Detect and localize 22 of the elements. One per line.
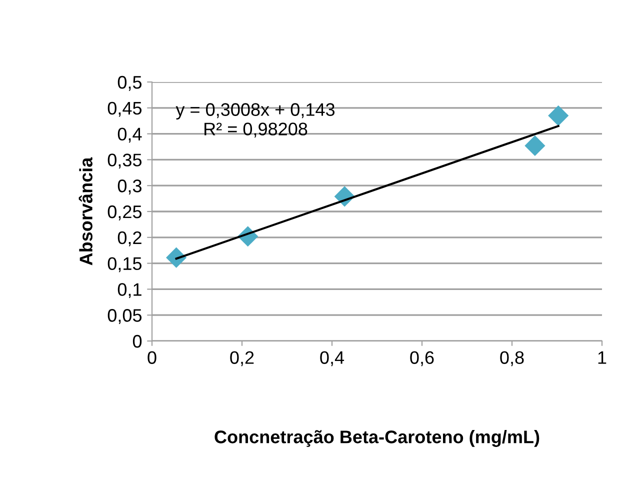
y-axis-title: Absorvância [78,157,92,266]
y-tick-label: 0,05 [108,309,142,324]
x-tick-label: 0,4 [320,351,344,366]
y-tick-label: 0,45 [108,102,142,117]
y-tick-label: 0,25 [108,205,142,220]
point [524,135,546,156]
x-tick-label: 0,6 [410,351,434,366]
x-tick-label: 1 [598,351,606,364]
x-tick-label: 0,8 [500,351,524,366]
y-tick-label: 0,1 [118,283,142,298]
y-tick-label: 0,15 [108,257,142,272]
x-tick-label: 0,2 [230,351,254,366]
y-tick-label: 0,2 [118,231,142,246]
y-tick-label: 0 [132,334,142,348]
y-tick-label: 0,4 [118,128,142,143]
y-tick-label: 0,5 [118,76,142,91]
annotation: y = 0,3008x + 0,143 R² = 0,98208 [176,103,335,138]
y-tick-label: 0,35 [108,154,142,169]
y-tick-label: 0,3 [118,180,142,194]
x-tick-label: 0 [148,351,156,364]
x-axis-title: Concnetração Beta-Caroteno (mg/mL) [214,430,540,447]
point [548,105,569,126]
